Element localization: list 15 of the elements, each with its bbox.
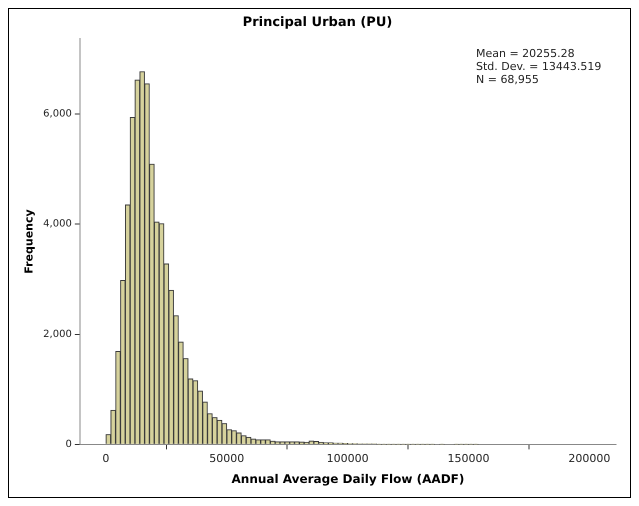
annotation: Std. Dev. = 13443.519 bbox=[476, 60, 602, 73]
chart-title: Principal Urban (PU) bbox=[242, 15, 392, 30]
x-axis-title: Annual Average Daily Flow (AADF) bbox=[231, 472, 464, 486]
x-tick-label: 0 bbox=[102, 452, 110, 465]
x-tick-label: 50000 bbox=[209, 452, 244, 465]
annotation: N = 68,955 bbox=[476, 72, 539, 86]
x-tick-label: 100000 bbox=[326, 452, 369, 465]
x-tick-label: 150000 bbox=[448, 452, 490, 465]
annotation: Mean = 20255.28 bbox=[476, 46, 575, 60]
x-tick-label: 200000 bbox=[568, 452, 610, 465]
y-tick-label: 6,000 bbox=[43, 108, 72, 120]
y-tick-label: 0 bbox=[65, 438, 72, 450]
y-axis-title: Frequency bbox=[22, 209, 36, 274]
y-tick-label: 2,000 bbox=[43, 328, 72, 340]
y-tick-label: 4,000 bbox=[43, 218, 72, 230]
